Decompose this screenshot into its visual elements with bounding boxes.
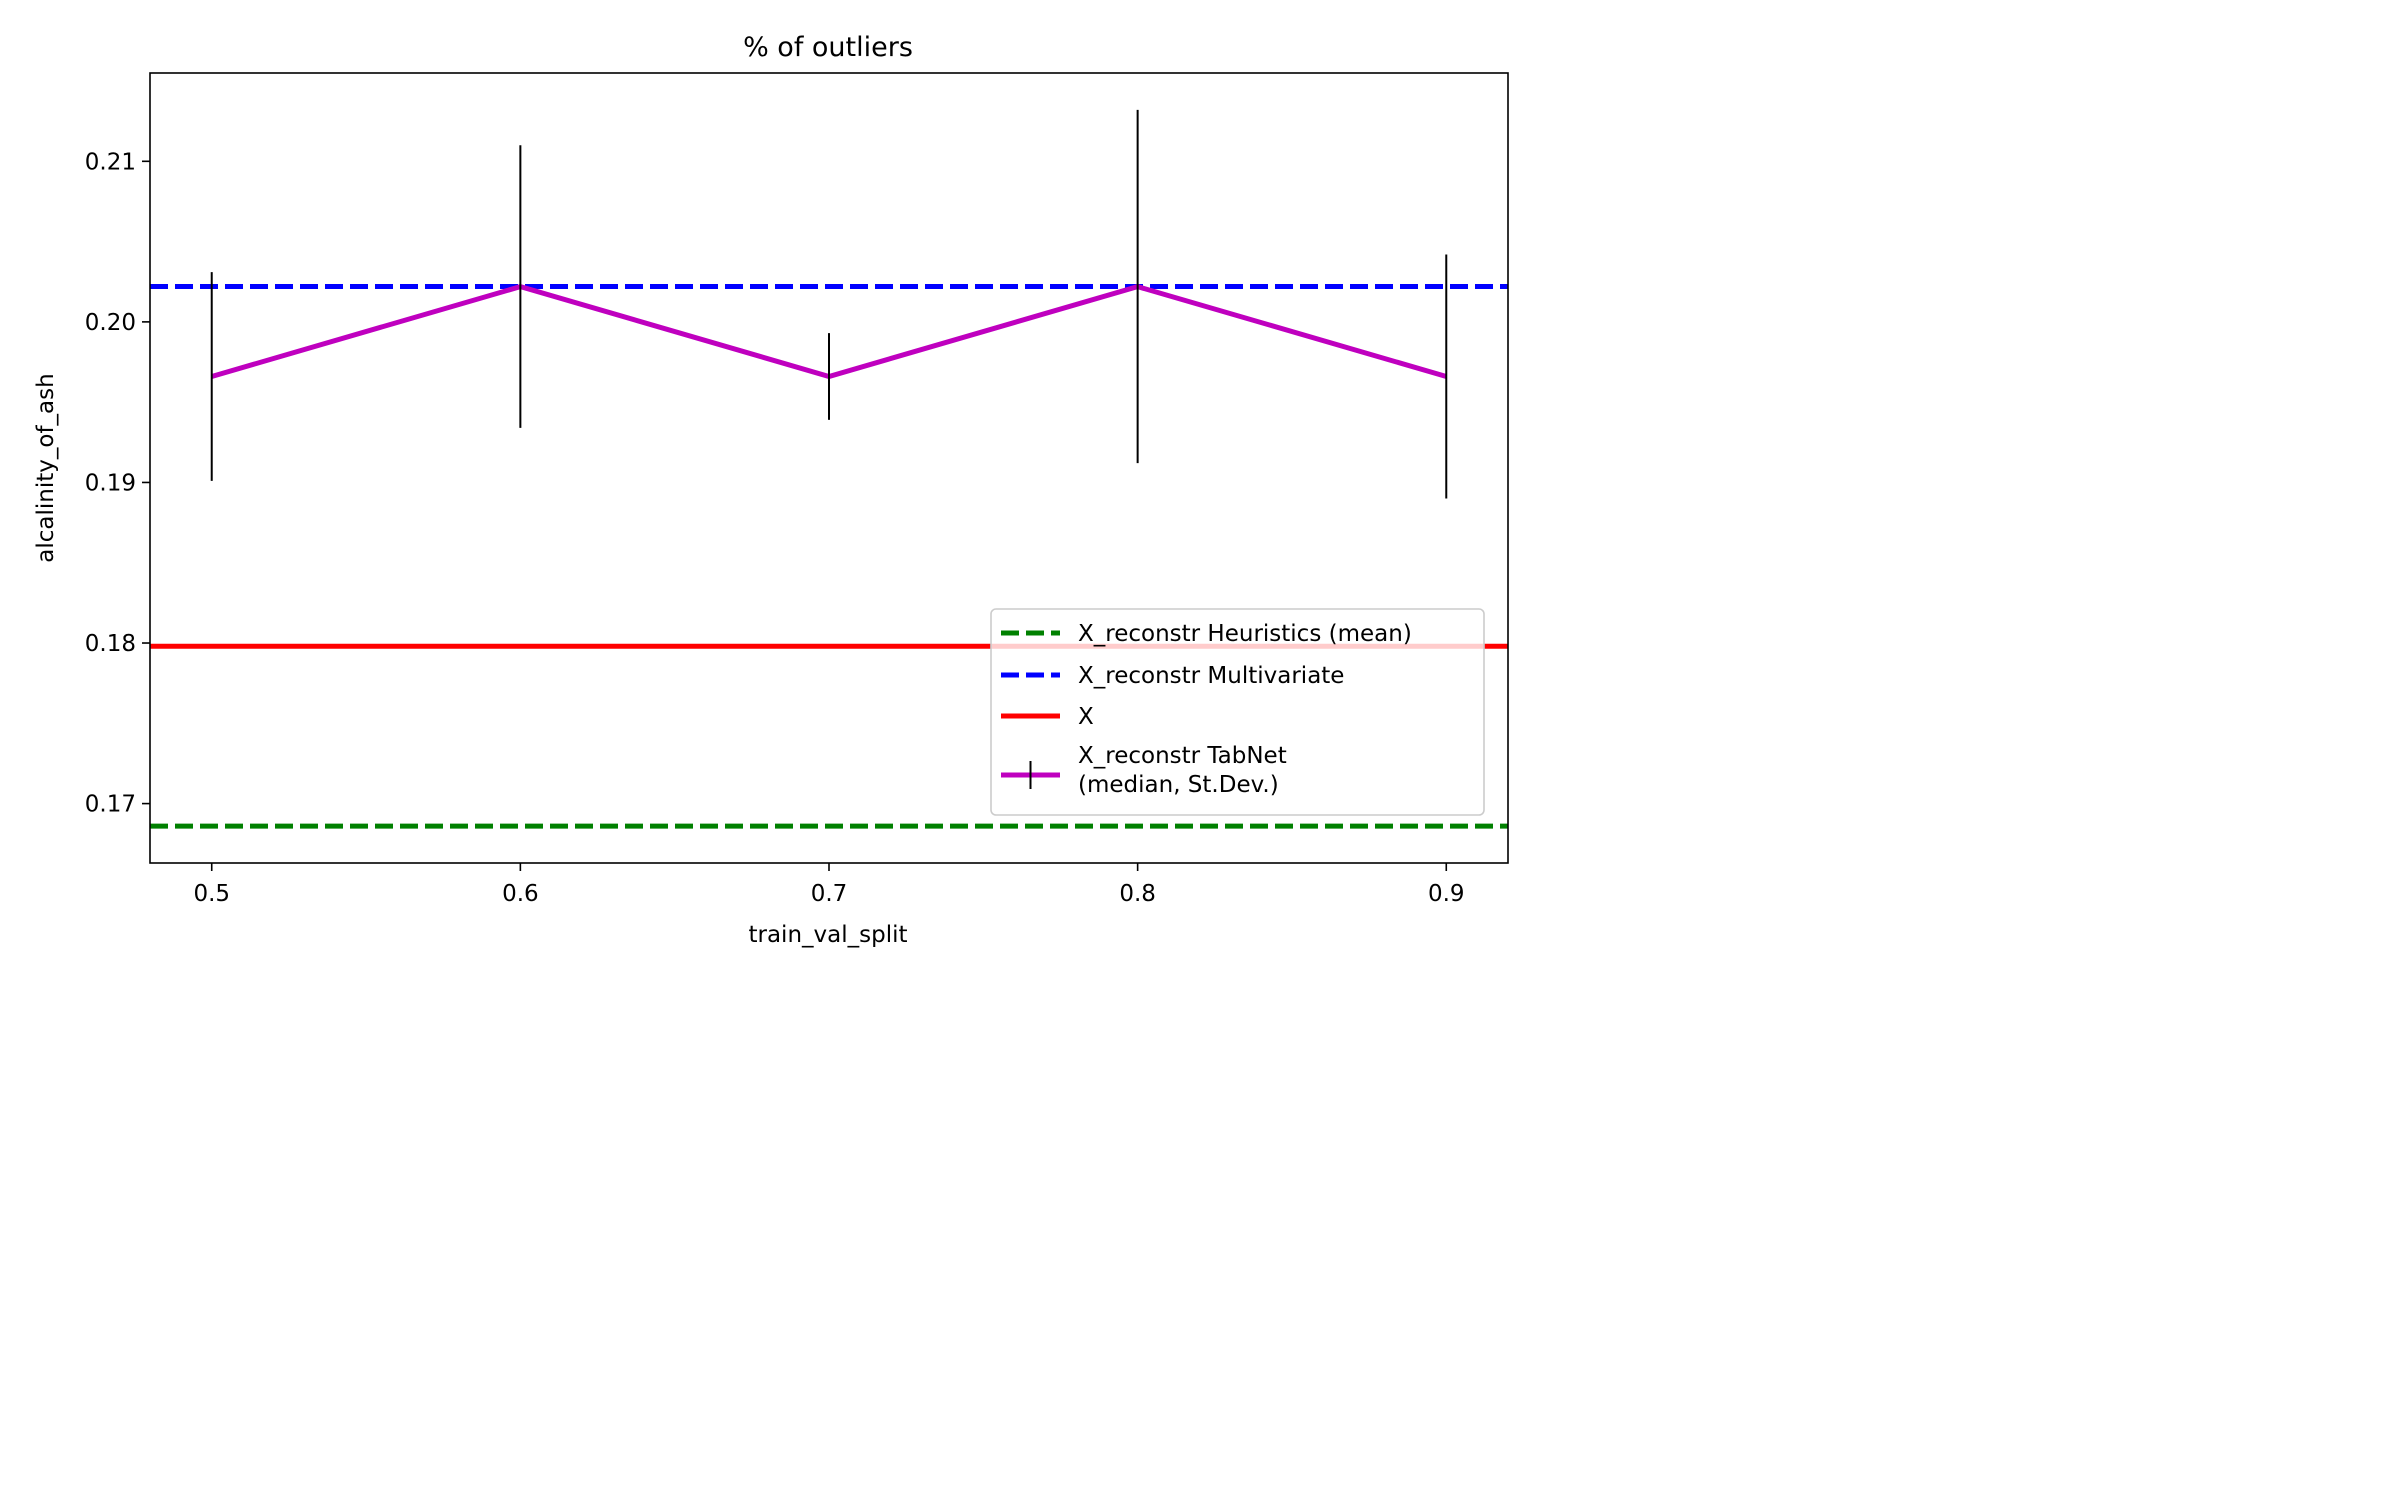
chart-container: % of outliers train_val_split alcalinity…	[0, 0, 1546, 966]
legend-label-line: X_reconstr TabNet	[1078, 743, 1287, 769]
legend-label-line: X_reconstr Multivariate	[1078, 663, 1344, 689]
legend-label-line: X_reconstr Heuristics (mean)	[1078, 621, 1412, 647]
chart-svg: % of outliers train_val_split alcalinity…	[33, 32, 1509, 948]
x-axis-label: train_val_split	[748, 922, 907, 948]
y-tick-label: 0.17	[85, 792, 136, 818]
y-axis-label: alcalinity_of_ash	[33, 373, 59, 562]
legend-label-1: X_reconstr Multivariate	[1078, 663, 1344, 689]
legend-label-0: X_reconstr Heuristics (mean)	[1078, 621, 1412, 647]
plot-area	[150, 109, 1508, 829]
x-axis: 0.5 0.6 0.7 0.8 0.9	[193, 863, 1465, 907]
y-tick-label: 0.21	[85, 149, 136, 175]
legend: X_reconstr Heuristics (mean) X_reconstr M…	[990, 608, 1485, 816]
legend-box	[990, 608, 1485, 816]
x-tick-label: 0.7	[811, 881, 848, 907]
legend-label-2: X	[1078, 704, 1094, 730]
chart-title: % of outliers	[743, 32, 913, 63]
x-tick-label: 0.6	[502, 881, 539, 907]
legend-label-line: X	[1078, 704, 1094, 730]
y-axis: 0.17 0.18 0.19 0.20 0.21	[85, 149, 150, 818]
y-tick-label: 0.19	[85, 470, 136, 496]
legend-label-line: (median, St.Dev.)	[1078, 772, 1279, 798]
y-tick-label: 0.20	[85, 310, 136, 336]
x-tick-label: 0.5	[193, 881, 230, 907]
x-tick-label: 0.8	[1119, 881, 1156, 907]
y-tick-label: 0.18	[85, 631, 136, 657]
x-tick-label: 0.9	[1428, 881, 1465, 907]
legend-label-3: X_reconstr TabNet (median, St.Dev.)	[1078, 743, 1287, 798]
